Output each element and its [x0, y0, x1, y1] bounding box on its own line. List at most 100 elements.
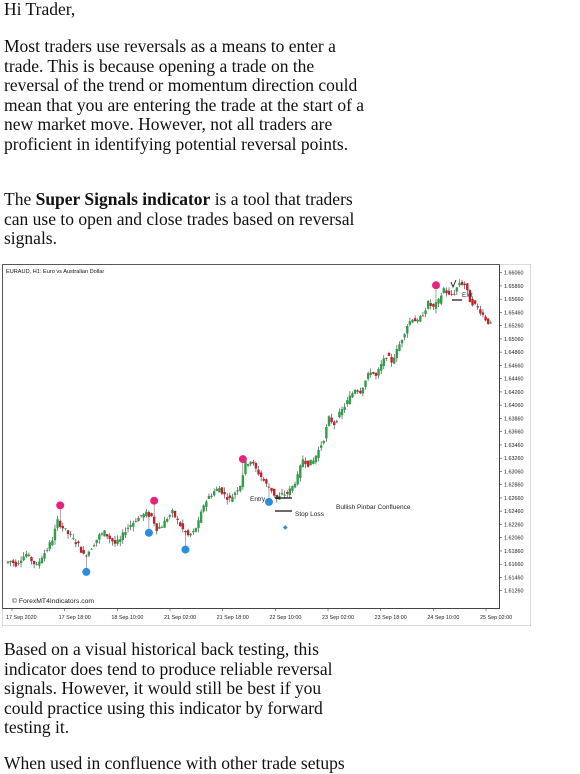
bull-candle — [280, 493, 284, 495]
bear-candle — [179, 522, 182, 527]
bear-candle — [58, 520, 62, 527]
bear-candle — [226, 497, 229, 500]
intro-paragraph: Most traders use reversals as a means to… — [4, 36, 365, 154]
bull-candle — [189, 533, 192, 536]
bear-candle — [176, 518, 179, 520]
y-tick-label: 1.64060 — [504, 403, 524, 409]
bull-candle — [236, 490, 239, 492]
bull-candle — [426, 300, 430, 309]
bull-candle — [160, 527, 164, 529]
y-tick-label: 1.63860 — [504, 416, 524, 422]
y-tick-label: 1.66060 — [504, 271, 524, 277]
bull-candle — [137, 517, 140, 522]
bear-candle — [286, 492, 289, 494]
plot-frame — [2, 264, 500, 609]
x-tick-label: 22 Sep 10:00 — [269, 615, 301, 621]
bear-candle — [481, 312, 485, 315]
bull-candle — [296, 474, 299, 485]
checkmark-icon — [450, 279, 457, 289]
bull-candle — [158, 526, 161, 529]
bear-candle — [372, 372, 375, 374]
bear-candle — [66, 530, 70, 535]
bull-candle — [51, 540, 54, 546]
bear-candle — [105, 534, 109, 537]
bear-candle — [82, 550, 85, 554]
bear-candle — [390, 356, 393, 363]
y-tick-label: 1.64460 — [504, 377, 524, 383]
bear-candle — [150, 513, 153, 517]
bull-candle — [291, 485, 294, 491]
bull-candle — [442, 288, 446, 293]
bull-candle — [424, 310, 427, 315]
bull-candle — [218, 488, 221, 493]
sell-signal-dot — [431, 281, 440, 290]
bear-candle — [486, 318, 490, 324]
x-tick-label: 17 Sep 2020 — [6, 615, 37, 621]
bear-candle — [220, 487, 224, 494]
backtest-paragraph: Based on a visual historical back testin… — [4, 639, 333, 738]
bear-candle — [333, 421, 336, 426]
bull-candle — [163, 520, 166, 528]
x-tick-label: 18 Sep 10:00 — [111, 615, 143, 621]
bear-candle — [184, 530, 187, 533]
bear-candle — [14, 561, 18, 567]
bull-candle — [343, 406, 346, 410]
bear-candle — [445, 290, 448, 294]
bear-candle — [267, 486, 271, 488]
bear-candle — [413, 318, 417, 322]
bull-candle — [87, 551, 91, 556]
y-tick-label: 1.65860 — [504, 284, 524, 290]
bull-candle — [458, 283, 461, 286]
bear-candle — [335, 421, 339, 423]
bull-candle — [246, 464, 250, 466]
bear-candle — [262, 478, 265, 481]
bull-candle — [233, 492, 237, 495]
bull-candle — [92, 545, 96, 547]
confluence-paragraph: When used in confluence with other trade… — [4, 753, 345, 773]
bear-candle — [77, 541, 80, 544]
bull-candle — [309, 459, 312, 466]
y-tick-label: 1.62260 — [504, 522, 524, 528]
bear-candle — [12, 560, 15, 564]
bull-candle — [379, 364, 383, 371]
bull-candle — [194, 528, 198, 532]
bull-candle — [312, 460, 315, 464]
exit-label: Exit — [462, 292, 473, 299]
bear-candle — [61, 525, 65, 529]
bear-candle — [152, 516, 156, 524]
bull-candle — [132, 522, 135, 527]
bear-candle — [304, 460, 307, 465]
bull-candle — [406, 325, 409, 334]
bear-candle — [471, 298, 474, 306]
bull-candle — [6, 561, 10, 563]
x-tick-label: 23 Sep 02:00 — [322, 615, 354, 621]
bull-candle — [416, 319, 419, 322]
bull-candle — [369, 372, 372, 375]
bull-candle — [142, 514, 145, 518]
bull-candle — [317, 449, 320, 459]
y-tick-label: 1.64860 — [504, 350, 524, 356]
bull-candle — [19, 560, 23, 563]
bull-candle — [53, 528, 57, 541]
bear-candle — [173, 510, 177, 518]
y-tick-label: 1.61260 — [504, 589, 524, 595]
bull-candle — [17, 563, 20, 564]
x-tick-label: 23 Sep 18:00 — [375, 615, 407, 621]
bear-candle — [466, 283, 469, 291]
bull-candle — [249, 461, 252, 465]
bull-candle — [197, 520, 200, 529]
bear-candle — [385, 357, 388, 359]
bear-candle — [275, 494, 278, 500]
bear-candle — [356, 390, 359, 392]
bull-candle — [455, 287, 459, 292]
bull-candle — [72, 538, 75, 539]
entry-label: Entry — [250, 496, 266, 503]
watermark: © ForexMT4Indicators.com — [12, 597, 94, 605]
y-tick-label: 1.65460 — [504, 310, 524, 316]
bear-candle — [447, 290, 451, 295]
bull-candle — [27, 554, 31, 557]
bull-candle — [348, 395, 352, 404]
bull-candle — [64, 528, 67, 530]
bear-candle — [186, 530, 190, 536]
bull-candle — [126, 527, 130, 529]
